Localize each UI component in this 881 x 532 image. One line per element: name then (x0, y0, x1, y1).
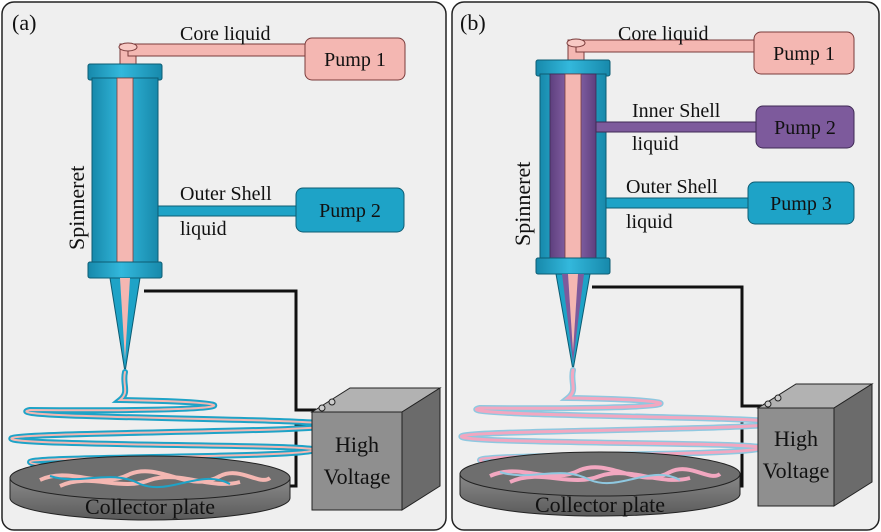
spinneret-bottom-cap (535, 257, 611, 275)
core-feed-cap (118, 42, 138, 52)
collector-label: Collector plate (535, 492, 665, 517)
core-liquid-label: Core liquid (618, 23, 709, 45)
core-channel (116, 77, 134, 267)
deposited-fibers (39, 469, 272, 488)
panel-b: (b) Core liquid Pump 1 Spinneret Inner S… (451, 1, 880, 531)
core-liquid-label: Core liquid (180, 23, 271, 45)
hv-terminal-2 (328, 398, 336, 406)
inner-shell-label-2: liquid (632, 133, 679, 155)
deposited-fibers (489, 465, 722, 484)
inner-shell-feed-line (595, 121, 761, 133)
hv-label-2: Voltage (763, 458, 830, 483)
deposited-fibers-blue (499, 471, 681, 485)
hv-label-2: Voltage (324, 464, 391, 489)
pump-3-label: Pump 3 (770, 193, 832, 215)
outer-shell-feed-line (605, 197, 753, 209)
pump-2-box (755, 105, 855, 149)
hv-terminal-1 (764, 400, 772, 408)
hv-wire-top (144, 289, 316, 412)
outer-shell-label-1: Outer Shell (626, 176, 718, 198)
pump-1-box (304, 37, 406, 81)
pump-2-label: Pump 2 (319, 200, 381, 222)
core-channel (564, 73, 582, 263)
panel-a-tag: (a) (12, 10, 36, 35)
core-feed-cap (566, 38, 586, 48)
inner-shell-label-1: Inner Shell (632, 100, 721, 122)
hv-terminal-2 (774, 394, 782, 402)
hv-wire-top (592, 285, 762, 408)
outer-shell-label-2: liquid (626, 211, 673, 233)
spinneret-label: Spinneret (510, 162, 535, 246)
collector-label: Collector plate (85, 494, 215, 519)
fiber-jet-core (460, 368, 779, 474)
deposited-fibers-blue (49, 475, 231, 489)
hv-box-front (311, 411, 403, 511)
outer-shell-label-1: Outer Shell (180, 183, 272, 205)
pump-2-box (295, 187, 405, 233)
core-feed-line (127, 43, 311, 57)
pump-1-label: Pump 1 (324, 49, 386, 71)
needle-core (120, 278, 130, 360)
panel-a: (a) Core liquid Pump 1 Spinneret Outer S… (1, 1, 447, 531)
outer-shell-feed-line (157, 205, 299, 217)
hv-label-1: High (774, 426, 818, 451)
panel-b-tag: (b) (460, 10, 486, 35)
outer-shell-label-2: liquid (180, 218, 227, 240)
spinneret-label: Spinneret (64, 166, 89, 250)
fiber-jet-core (10, 371, 333, 475)
needle-core (568, 274, 578, 352)
pump-2-label: Pump 2 (774, 117, 836, 139)
pump-1-label: Pump 1 (773, 43, 835, 65)
hv-label-1: High (335, 432, 379, 457)
hv-terminal-1 (318, 404, 326, 412)
pump-1-box (753, 31, 855, 75)
hv-box-front (757, 407, 835, 507)
spinneret-bottom-cap (87, 261, 163, 279)
pump-3-box (747, 181, 855, 225)
